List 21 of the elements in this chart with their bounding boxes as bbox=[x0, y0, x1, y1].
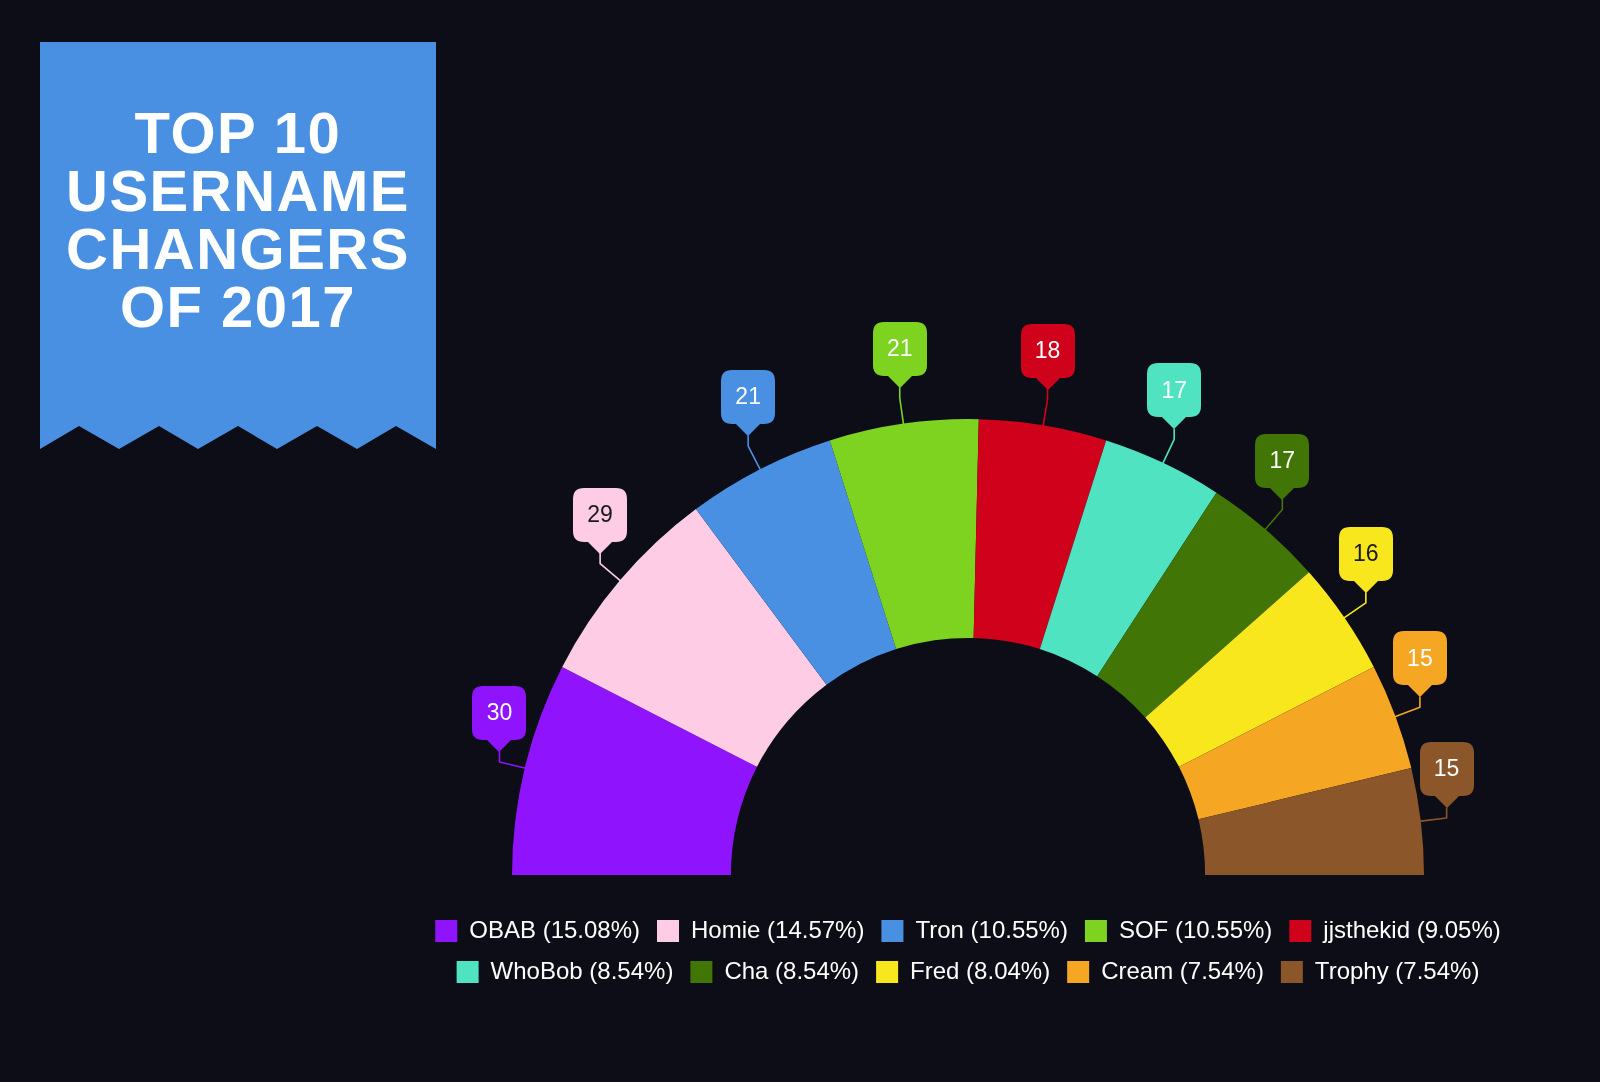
legend-label: Cha (8.54%) bbox=[724, 956, 860, 984]
data-label: 21 bbox=[735, 383, 761, 410]
legend-label: Fred (8.04%) bbox=[910, 956, 1051, 984]
data-label: 17 bbox=[1269, 446, 1296, 473]
legend-label: Homie (14.57%) bbox=[691, 915, 865, 943]
data-label: 15 bbox=[1433, 755, 1460, 782]
data-label: 21 bbox=[886, 335, 913, 362]
data-label: 16 bbox=[1353, 540, 1379, 567]
data-label: 29 bbox=[587, 500, 613, 527]
data-label: 15 bbox=[1407, 644, 1433, 671]
legend-label: WhoBob (8.54%) bbox=[490, 956, 674, 984]
chart-title: TOP 10 USERNAME CHANGERS OF 2017 bbox=[65, 100, 411, 339]
legend-label: jjsthekid (9.05%) bbox=[1322, 915, 1501, 943]
legend-label: Cream (7.54%) bbox=[1101, 956, 1264, 984]
legend-label: SOF (10.55%) bbox=[1118, 915, 1273, 943]
legend-label: OBAB (15.08%) bbox=[469, 915, 641, 943]
legend-label: Tron (10.55%) bbox=[915, 915, 1068, 943]
data-label: 17 bbox=[1161, 376, 1187, 403]
data-label: 18 bbox=[1034, 336, 1061, 363]
data-label: 30 bbox=[486, 699, 513, 726]
legend-label: Trophy (7.54%) bbox=[1314, 956, 1480, 984]
